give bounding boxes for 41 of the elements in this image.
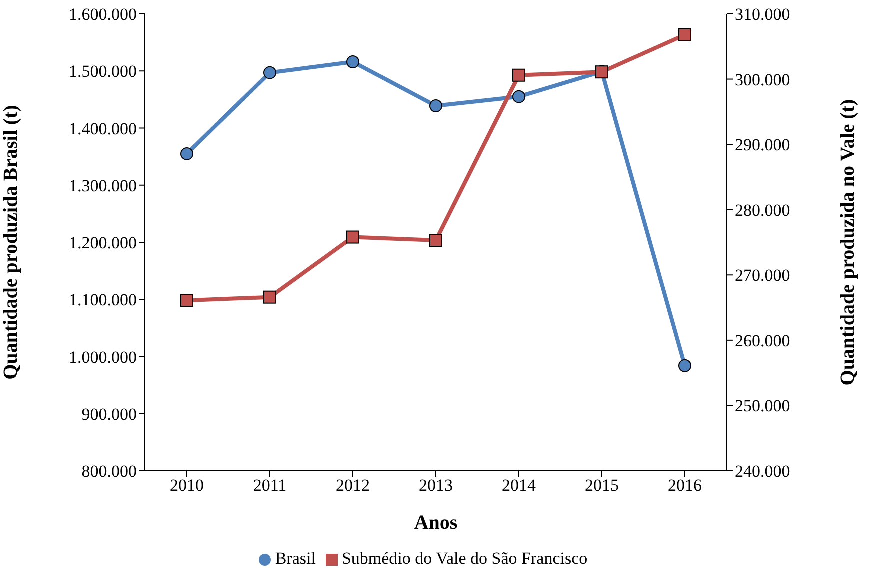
y-tick-label: 1.200.000 [69,234,137,253]
x-tick-label: 2011 [253,476,287,496]
point [512,68,526,82]
y-tick-label: 1.000.000 [69,348,137,367]
point [430,234,442,248]
point [346,230,360,244]
y-tick-label: 1.300.000 [69,176,137,196]
y-tick-label: 900.000 [82,404,137,424]
point [180,294,194,308]
x-tick-label: 2012 [336,476,370,496]
y-tick-label: 1.100.000 [69,290,137,310]
point [678,359,692,372]
legend-label: Submédio do Vale do São Francisco [342,549,588,568]
y-tick-label: 1.600.000 [69,5,137,24]
point [512,90,526,104]
x-axis-title: Anos [414,512,458,534]
point [180,147,194,160]
point [346,55,360,68]
point [264,66,276,80]
x-tick-label: 2013 [419,476,453,496]
y2-tick-label: 270.000 [735,266,790,286]
y2-tick-label: 250.000 [735,396,790,416]
y2-axis-title: Quantidade produzida no Vale (t) [837,99,860,386]
y2-tick-label: 280.000 [735,200,790,220]
y-tick-label: 1.500.000 [69,62,137,82]
y2-tick-label: 310.000 [735,5,790,24]
x-tick-label: 2016 [668,476,702,496]
y-axis-title: Quantidade produzida Brasil (t) [0,105,22,380]
y2-tick-label: 240.000 [735,462,790,482]
x-tick-label: 2015 [585,476,619,496]
point [430,99,442,112]
legend-label: Brasil [275,549,316,568]
y-tick-label: 1.400.000 [69,119,137,138]
point [678,28,692,42]
x-tick-label: 2010 [170,476,204,496]
y-tick-label: 800.000 [82,462,137,482]
point [264,290,276,304]
x-tick-label: 2014 [502,476,536,496]
y2-tick-label: 300.000 [735,70,790,90]
y2-tick-label: 260.000 [735,331,790,350]
y2-tick-label: 290.000 [735,136,790,155]
